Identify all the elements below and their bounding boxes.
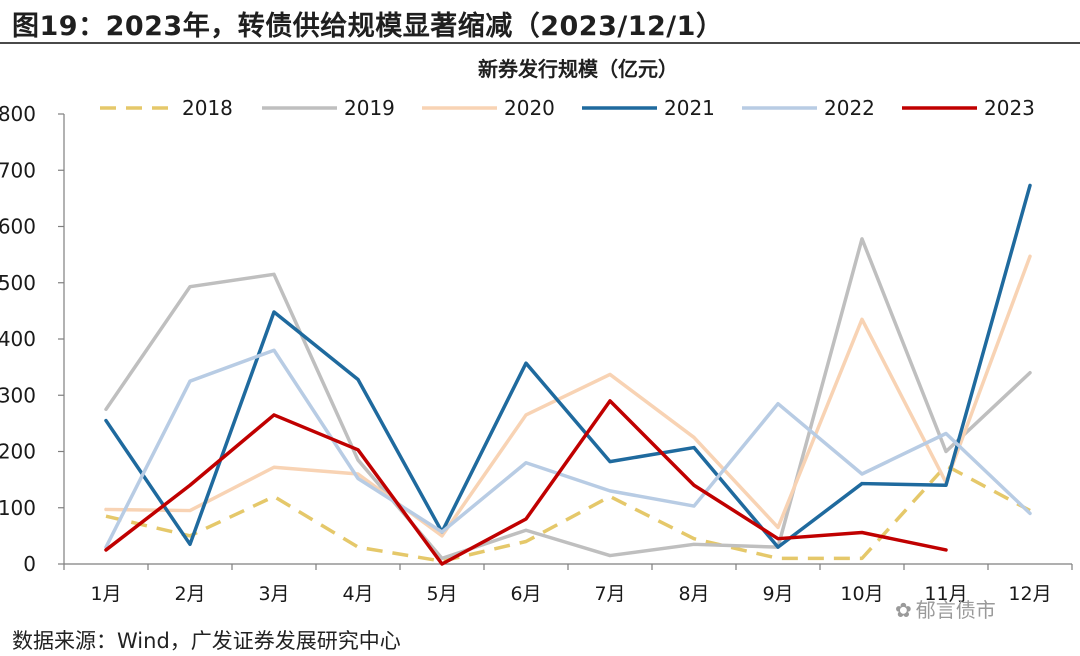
series-line-2019 bbox=[104, 237, 1032, 561]
y-tick-label: 100 bbox=[0, 496, 36, 520]
y-tick-label: 500 bbox=[0, 271, 36, 295]
x-tick-label: 9月 bbox=[762, 583, 793, 605]
series-line-2020 bbox=[104, 254, 1032, 538]
legend-label-2018: 2018 bbox=[182, 96, 233, 120]
legend-label-2020: 2020 bbox=[504, 96, 555, 120]
x-tick-label: 12月 bbox=[1008, 583, 1051, 605]
legend-label-2019: 2019 bbox=[344, 96, 395, 120]
legend-label-2023: 2023 bbox=[984, 96, 1035, 120]
title-rule bbox=[0, 42, 1080, 44]
x-tick-label: 2月 bbox=[174, 583, 205, 605]
y-tick-label: 700 bbox=[0, 158, 36, 182]
watermark: ✿ 郁言债市 bbox=[895, 594, 996, 623]
x-tick-label: 1月 bbox=[90, 583, 121, 605]
series-line-2018 bbox=[105, 463, 1031, 563]
y-tick-label: 300 bbox=[0, 383, 36, 407]
wechat-icon: ✿ bbox=[895, 598, 912, 622]
x-tick-label: 10月 bbox=[840, 583, 883, 605]
y-tick-label: 800 bbox=[0, 102, 36, 126]
x-tick-label: 3月 bbox=[258, 583, 289, 605]
x-tick-label: 7月 bbox=[594, 583, 625, 605]
y-tick-label: 600 bbox=[0, 215, 36, 239]
x-tick-label: 11月 bbox=[924, 583, 967, 605]
x-tick-label: 6月 bbox=[510, 583, 541, 605]
x-tick-label: 4月 bbox=[342, 583, 373, 605]
legend-label-2022: 2022 bbox=[824, 96, 875, 120]
x-tick-label: 8月 bbox=[678, 583, 709, 605]
y-tick-label: 0 bbox=[23, 552, 36, 576]
y-tick-label: 400 bbox=[0, 327, 36, 351]
source-note: 数据来源：Wind，广发证券发展研究中心 bbox=[12, 629, 401, 653]
series-line-2022 bbox=[104, 348, 1032, 549]
figure-title: 图19：2023年，转债供给规模显著缩减（2023/12/1） bbox=[12, 11, 724, 42]
legend: 2018 2019 2020 2021 2022 2023 bbox=[100, 96, 1035, 120]
line-chart: 新券发行规模（亿元） 2018 2019 2020 2021 2022 2023 0 100… bbox=[0, 57, 1073, 605]
plot-area bbox=[104, 183, 1032, 566]
legend-label-2021: 2021 bbox=[664, 96, 715, 120]
x-tick-label: 5月 bbox=[426, 583, 457, 605]
series-line-2021 bbox=[104, 183, 1032, 549]
axes: 0 100 200 300 400 500 600 700 800 1月 2月 3月 4月 5月 6月 7月 8… bbox=[0, 102, 1073, 605]
chart-title: 新券发行规模（亿元） bbox=[478, 57, 678, 81]
watermark-text: 郁言债市 bbox=[915, 598, 996, 622]
series-line-2023 bbox=[104, 399, 948, 566]
y-tick-label: 200 bbox=[0, 440, 36, 464]
